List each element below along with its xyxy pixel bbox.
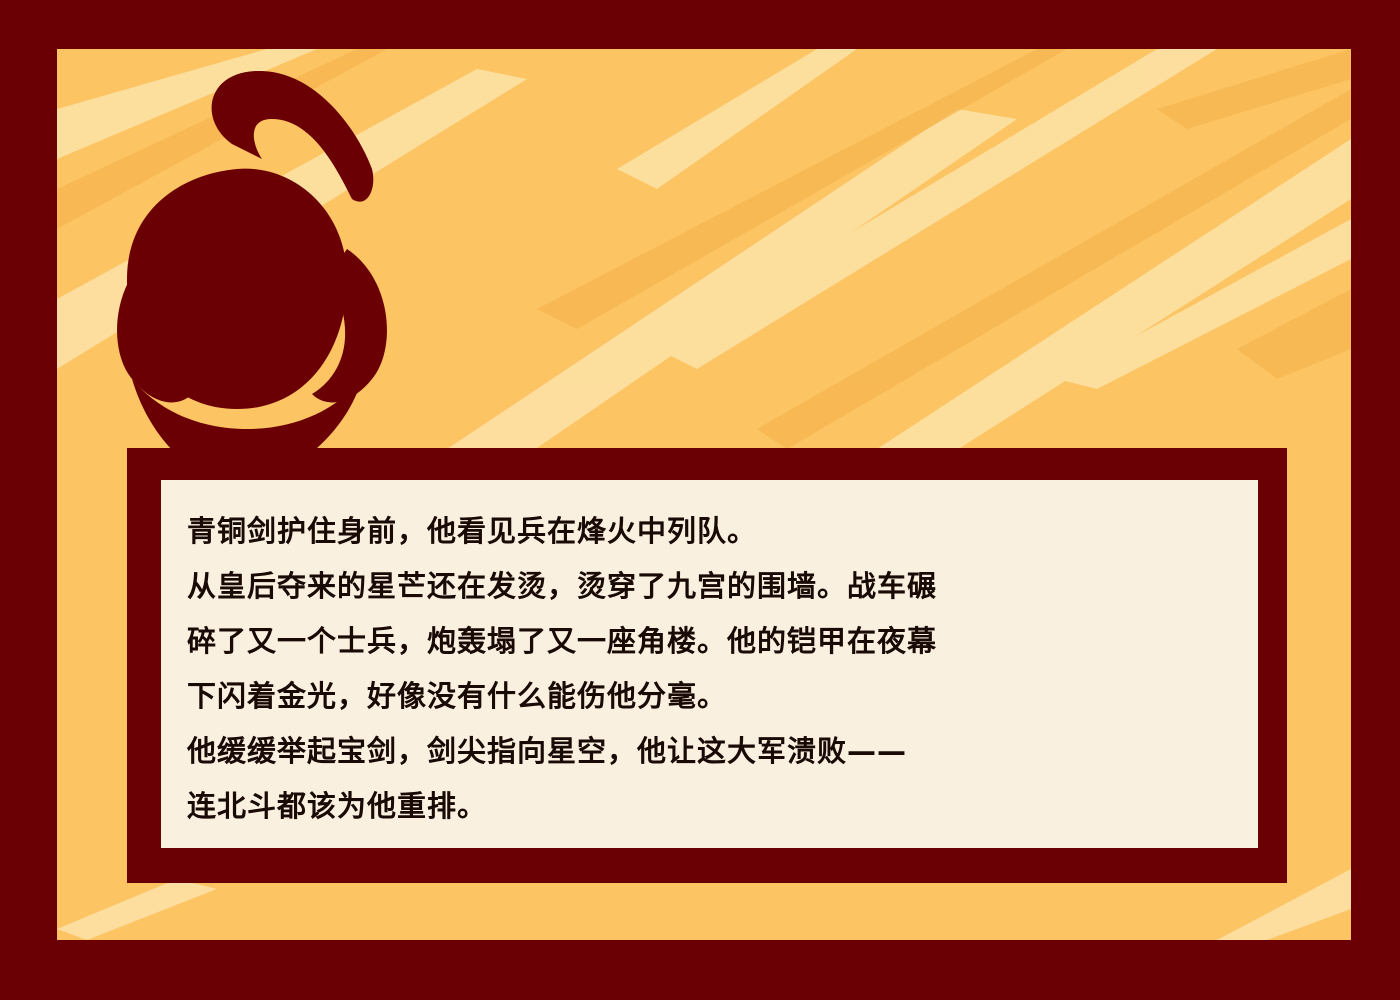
dialog-line: 下闪着金光，好像没有什么能伤他分毫。 xyxy=(187,679,728,713)
dialog-box[interactable]: 青铜剑护住身前，他看见兵在烽火中列队。 从皇后夺来的星芒还在发烫，烫穿了九宫的围… xyxy=(127,448,1287,883)
dialog-line: 碎了又一个士兵，炮轰塌了又一座角楼。他的铠甲在夜幕 xyxy=(187,624,938,658)
dialog-line: 连北斗都该为他重排。 xyxy=(187,789,488,823)
dialog-line: 从皇后夺来的星芒还在发烫，烫穿了九宫的围墙。战车碾 xyxy=(187,569,938,603)
dialog-line: 青铜剑护住身前，他看见兵在烽火中列队。 xyxy=(187,514,758,548)
dialog-text-panel: 青铜剑护住身前，他看见兵在烽火中列队。 从皇后夺来的星芒还在发烫，烫穿了九宫的围… xyxy=(161,480,1258,848)
dialog-line: 他缓缓举起宝剑，剑尖指向星空，他让这大军溃败—— xyxy=(187,734,908,768)
warrior-helmet-icon xyxy=(117,70,387,469)
